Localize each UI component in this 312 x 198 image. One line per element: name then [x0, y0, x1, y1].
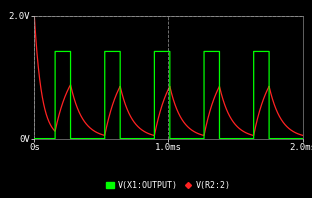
Legend: V(X1:OUTPUT), V(R2:2): V(X1:OUTPUT), V(R2:2): [103, 178, 234, 193]
